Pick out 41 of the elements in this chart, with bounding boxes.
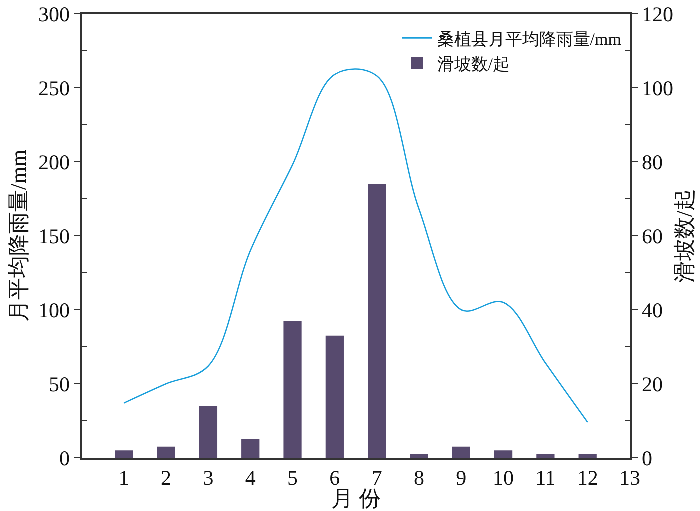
x-tick-label: 8 xyxy=(414,466,424,490)
bar xyxy=(242,440,260,458)
bar xyxy=(284,321,302,458)
y-tick-label: 300 xyxy=(38,2,70,26)
y-tick-label: 200 xyxy=(38,150,70,174)
legend-label: 滑坡数/起 xyxy=(437,54,510,74)
bar xyxy=(368,184,386,458)
y-tick-label: 100 xyxy=(38,298,70,322)
x-tick-label: 2 xyxy=(161,466,172,490)
bar xyxy=(494,450,513,458)
y-tick-label: 250 xyxy=(38,76,70,100)
x-tick-label: 10 xyxy=(493,466,514,490)
y2-tick-label: 20 xyxy=(642,372,663,396)
bar xyxy=(199,406,218,458)
x-tick-label: 9 xyxy=(456,466,467,490)
legend-label: 桑植县月平均降雨量/mm xyxy=(437,30,622,49)
bar xyxy=(410,454,428,458)
bar xyxy=(452,446,470,458)
y-tick-label: 0 xyxy=(60,446,70,470)
x-tick-label: 1 xyxy=(118,466,130,490)
bar xyxy=(326,336,344,458)
y2-tick-label: 40 xyxy=(642,298,663,322)
x-tick-label: 12 xyxy=(577,466,598,490)
x-tick-label: 3 xyxy=(203,466,214,490)
bar xyxy=(157,446,176,458)
bar xyxy=(536,454,555,458)
x-tick-label: 13 xyxy=(620,466,640,490)
y-axis-title: 月平均降雨量/mm xyxy=(6,150,31,322)
bar xyxy=(578,454,597,458)
y2-tick-label: 120 xyxy=(642,2,674,26)
y2-tick-label: 60 xyxy=(642,224,663,248)
y2-axis-title: 滑坡数/起 xyxy=(672,188,697,284)
y2-tick-label: 0 xyxy=(642,446,652,470)
y-tick-label: 150 xyxy=(38,224,70,248)
x-tick-label: 11 xyxy=(536,466,556,490)
x-tick-label: 5 xyxy=(288,466,298,490)
y2-tick-label: 80 xyxy=(642,150,663,174)
y-tick-label: 50 xyxy=(49,372,70,396)
bar xyxy=(115,450,134,458)
x-tick-label: 4 xyxy=(245,466,256,490)
y2-tick-label: 100 xyxy=(642,76,674,100)
